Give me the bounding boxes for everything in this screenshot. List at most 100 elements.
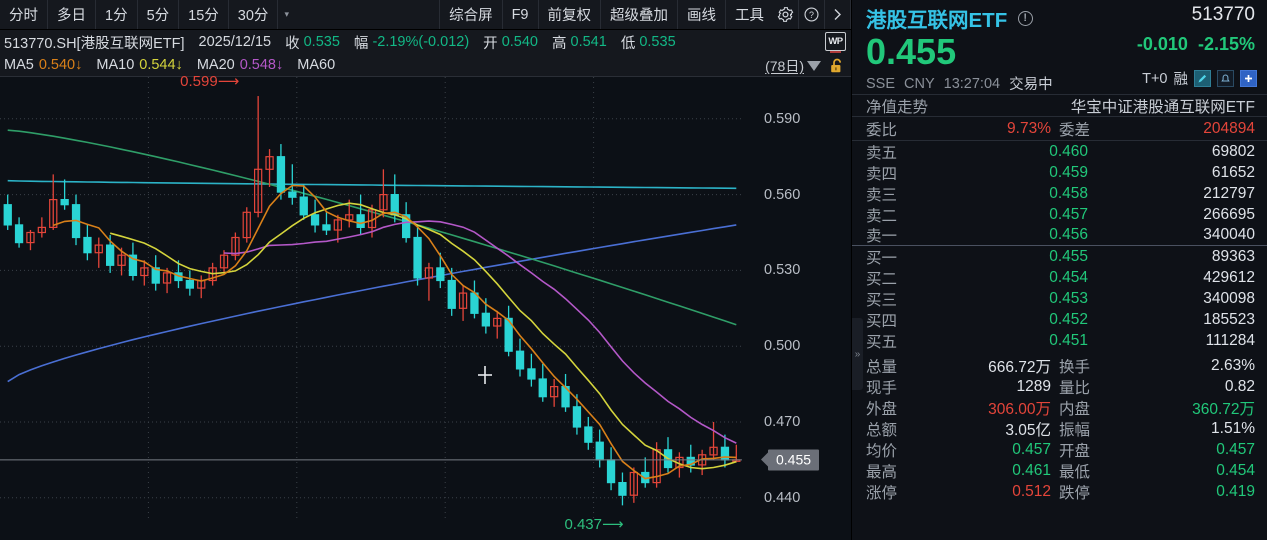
period-selector[interactable]: (78日) bbox=[765, 56, 821, 76]
bid-row[interactable]: 买五 0.451 111284 bbox=[852, 330, 1267, 351]
fund-full-name: 华宝中证港股通互联网ETF bbox=[1070, 98, 1255, 116]
stat-row: 总量 666.72万 换手 2.63% bbox=[852, 355, 1267, 376]
chevron-right-icon[interactable] bbox=[825, 0, 851, 29]
candle-up bbox=[140, 267, 149, 277]
stat-value2: 360.72万 bbox=[1192, 400, 1255, 418]
candle-up bbox=[242, 211, 251, 239]
toolbar-action-0[interactable]: 综合屏 bbox=[439, 0, 502, 29]
stat-row: 涨停 0.512 跌停 0.419 bbox=[852, 481, 1267, 502]
ask-row[interactable]: 卖五 0.460 69802 bbox=[852, 141, 1267, 162]
candle-up bbox=[549, 386, 559, 398]
ask-row[interactable]: 卖二 0.457 266695 bbox=[852, 204, 1267, 225]
bid-volume: 429612 bbox=[1203, 268, 1255, 286]
candle-up bbox=[265, 156, 274, 170]
period-tab-5[interactable]: 30分 bbox=[229, 0, 279, 29]
low-label: 低 bbox=[620, 35, 636, 52]
period-tab-1[interactable]: 多日 bbox=[48, 0, 96, 29]
candle-down bbox=[14, 224, 24, 244]
ask-price: 0.460 bbox=[1049, 142, 1088, 160]
stat-key2: 开盘 bbox=[1059, 442, 1091, 460]
stat-value2: 0.454 bbox=[1216, 461, 1255, 479]
low-annotation: 0.437⟶ bbox=[564, 516, 624, 534]
bid-row[interactable]: 买三 0.453 340098 bbox=[852, 288, 1267, 309]
candle-up bbox=[26, 231, 35, 244]
candle-down bbox=[402, 214, 411, 239]
bid-volume: 340098 bbox=[1203, 289, 1255, 307]
pencil-icon[interactable] bbox=[1194, 70, 1211, 87]
stat-row: 均价 0.457 开盘 0.457 bbox=[852, 439, 1267, 460]
stat-key2: 量比 bbox=[1059, 379, 1091, 397]
candle-down bbox=[83, 236, 92, 254]
candle-down bbox=[481, 312, 490, 327]
exchange-label: SSE bbox=[866, 75, 896, 92]
help-icon[interactable]: ? bbox=[799, 0, 825, 29]
ask-row[interactable]: 卖四 0.459 61652 bbox=[852, 162, 1267, 183]
plus-icon[interactable] bbox=[1240, 70, 1257, 87]
period-count-label: (78日) bbox=[765, 58, 804, 74]
candle-up bbox=[333, 219, 342, 231]
gear-icon[interactable] bbox=[773, 0, 799, 29]
toolbar-action-2[interactable]: 前复权 bbox=[537, 0, 601, 29]
ratio-value: 9.73% bbox=[1007, 119, 1051, 137]
toolbar-action-4[interactable]: 画线 bbox=[677, 0, 725, 29]
stat-key: 现手 bbox=[866, 379, 898, 397]
candle-down bbox=[538, 378, 547, 398]
candle-down bbox=[584, 426, 593, 443]
period-more-caret[interactable]: ▾ bbox=[284, 9, 289, 19]
open-label: 开 bbox=[483, 35, 498, 52]
wp-badge-stand bbox=[830, 51, 841, 53]
candle-down bbox=[572, 406, 582, 428]
unlock-icon[interactable] bbox=[829, 58, 846, 78]
period-tab-0[interactable]: 分时 bbox=[0, 0, 48, 29]
stat-value2: 1.51% bbox=[1211, 419, 1255, 437]
ma-label-ma20: MA20 bbox=[196, 57, 235, 73]
chevron-down-icon bbox=[807, 61, 821, 71]
close-value: 0.535 bbox=[303, 34, 340, 50]
ma-label-ma5: MA5 bbox=[4, 57, 34, 73]
bid-row[interactable]: 买一 0.455 89363 bbox=[852, 246, 1267, 267]
stat-value2: 0.457 bbox=[1216, 440, 1255, 458]
high-label: 高 bbox=[551, 35, 567, 52]
candle-down bbox=[527, 368, 536, 380]
y-axis-tick: 0.500 bbox=[764, 338, 801, 355]
bid-row[interactable]: 买二 0.454 429612 bbox=[852, 267, 1267, 288]
period-tab-4[interactable]: 15分 bbox=[179, 0, 229, 29]
candle-down bbox=[504, 317, 513, 352]
bell-icon[interactable] bbox=[1217, 70, 1234, 87]
panel-collapse-handle[interactable]: » bbox=[852, 318, 863, 390]
y-axis-tick: 0.440 bbox=[764, 489, 801, 506]
bid-row[interactable]: 买四 0.452 185523 bbox=[852, 309, 1267, 330]
toolbar-spacer bbox=[295, 0, 439, 29]
bid-label: 买三 bbox=[866, 291, 898, 309]
candle-down bbox=[128, 254, 138, 276]
ratio-label: 委比 bbox=[866, 121, 898, 139]
bid-label: 买五 bbox=[866, 333, 898, 351]
stat-key2: 振幅 bbox=[1059, 421, 1091, 439]
wp-badge-icon[interactable]: WP bbox=[825, 32, 846, 51]
candle-down bbox=[299, 196, 308, 216]
period-tab-3[interactable]: 5分 bbox=[138, 0, 180, 29]
toolbar-action-5[interactable]: 工具 bbox=[725, 0, 773, 29]
candle-up bbox=[162, 272, 172, 284]
toolbar-action-3[interactable]: 超级叠加 bbox=[600, 0, 677, 29]
ma-indicator-bar: MA5 0.540↓ MA10 0.544↓ MA20 0.548↓ MA60 (78日) bbox=[0, 54, 851, 77]
ask-row[interactable]: 卖一 0.456 340040 bbox=[852, 225, 1267, 246]
candle-down bbox=[276, 156, 286, 193]
warning-circle-icon[interactable]: ! bbox=[1017, 10, 1033, 26]
instrument-name[interactable]: 港股互联网ETF bbox=[866, 9, 1008, 32]
nav-trend-row[interactable]: 净值走势 华宝中证港股通互联网ETF bbox=[852, 94, 1267, 117]
period-tab-2[interactable]: 1分 bbox=[96, 0, 138, 29]
candle-up bbox=[493, 317, 502, 327]
ask-row[interactable]: 卖三 0.458 212797 bbox=[852, 183, 1267, 204]
chart-canvas[interactable] bbox=[0, 77, 760, 540]
bid-price: 0.451 bbox=[1049, 331, 1088, 349]
ask-volume: 266695 bbox=[1203, 205, 1255, 223]
toolbar-action-1[interactable]: F9 bbox=[501, 0, 538, 29]
candlestick-chart[interactable]: 0.590 0.560 0.530 0.500 0.470 0.440 0.455 0.5… bbox=[0, 73, 851, 540]
candle-up bbox=[458, 292, 468, 309]
stat-value2: 0.82 bbox=[1224, 377, 1255, 395]
diff-value: 204894 bbox=[1203, 119, 1255, 137]
ask-volume: 212797 bbox=[1203, 184, 1255, 202]
candle-up bbox=[49, 198, 58, 228]
